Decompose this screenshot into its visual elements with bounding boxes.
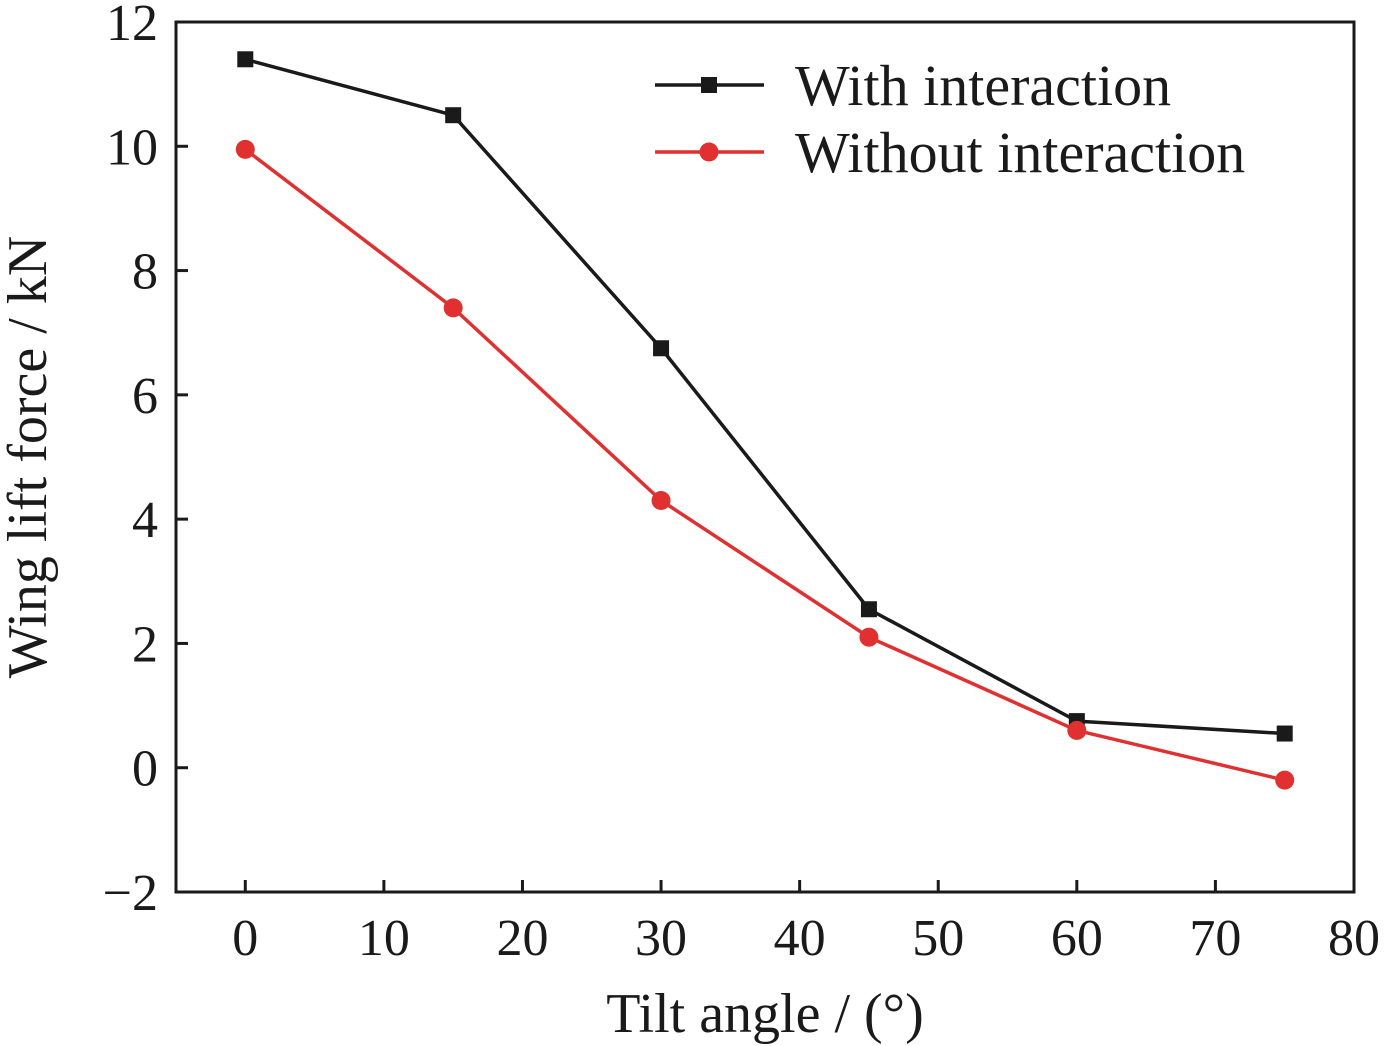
y-tick-label: 2 bbox=[132, 616, 158, 673]
data-point bbox=[1276, 725, 1293, 742]
plot-frame bbox=[174, 20, 1356, 894]
x-tick-label: 60 bbox=[1051, 910, 1103, 967]
data-point bbox=[235, 139, 255, 159]
x-tick-label: 10 bbox=[358, 910, 410, 967]
legend-item: Without interaction bbox=[655, 120, 1245, 185]
x-axis-title: Tilt angle / (°) bbox=[606, 983, 923, 1045]
data-point bbox=[860, 601, 877, 618]
data-point bbox=[653, 340, 670, 357]
y-tick-label: 10 bbox=[106, 119, 158, 176]
data-point bbox=[443, 298, 463, 318]
data-point bbox=[859, 627, 879, 647]
y-tick-label: 12 bbox=[106, 0, 158, 52]
y-tick-label: 4 bbox=[132, 492, 158, 549]
series-line bbox=[244, 57, 1285, 736]
y-tick-label: −2 bbox=[103, 865, 158, 922]
x-tick-label: 30 bbox=[635, 910, 687, 967]
legend-item: With interaction bbox=[655, 53, 1171, 118]
x-tick-label: 70 bbox=[1189, 910, 1241, 967]
data-point bbox=[237, 51, 254, 68]
x-tick-label: 50 bbox=[912, 910, 964, 967]
data-point bbox=[445, 107, 462, 124]
series-line bbox=[244, 148, 1286, 782]
y-axis-title: Wing lift force / kN bbox=[0, 236, 59, 679]
data-point bbox=[651, 491, 671, 510]
x-tick-label: 20 bbox=[496, 910, 548, 967]
y-tick-label: 8 bbox=[132, 244, 158, 301]
legend-label: With interaction bbox=[795, 53, 1171, 118]
legend-label: Without interaction bbox=[795, 120, 1245, 185]
legend-marker bbox=[699, 142, 719, 162]
x-tick-label: 0 bbox=[232, 910, 258, 967]
y-tick-label: 0 bbox=[132, 741, 158, 798]
data-point bbox=[1275, 770, 1295, 790]
series-1 bbox=[235, 139, 1295, 790]
ticks-layer: 0 10 20 30 40 50 60 70 80 −2 0 2 4 6 8 10 12 bbox=[103, 0, 1380, 967]
y-tick-label: 6 bbox=[132, 368, 158, 425]
legend-marker bbox=[701, 77, 717, 93]
data-point bbox=[1067, 720, 1087, 740]
series-layer bbox=[235, 51, 1295, 790]
x-tick-label: 80 bbox=[1328, 910, 1380, 967]
x-tick-label: 40 bbox=[774, 910, 826, 967]
